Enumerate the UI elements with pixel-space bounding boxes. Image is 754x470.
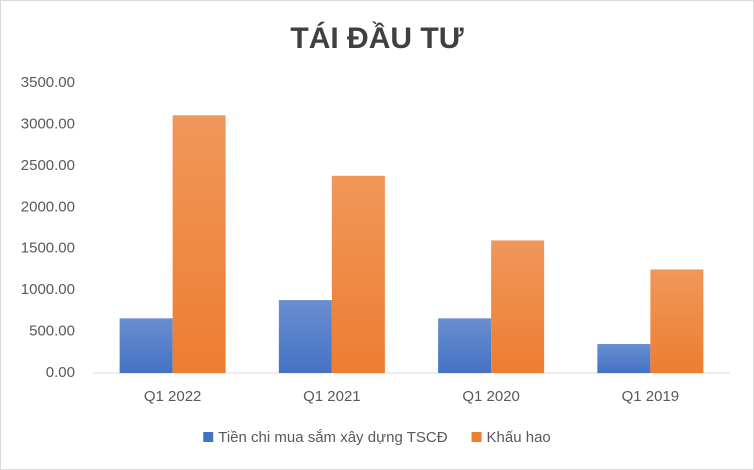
bar [438, 318, 492, 373]
bar [650, 269, 704, 373]
y-tick-label: 2000.00 [21, 198, 75, 215]
x-tick-label: Q1 2022 [144, 388, 202, 405]
x-tick-label: Q1 2019 [622, 388, 680, 405]
x-tick-label: Q1 2021 [303, 388, 361, 405]
bar [278, 300, 332, 373]
y-tick-label: 500.00 [29, 323, 75, 340]
y-tick-label: 2500.00 [21, 157, 75, 174]
bar [172, 115, 226, 374]
x-tick-label: Q1 2020 [462, 388, 520, 405]
bar [597, 344, 651, 373]
y-tick-label: 1500.00 [21, 240, 75, 257]
legend-swatch [471, 432, 482, 442]
bar [331, 175, 385, 373]
bar [119, 318, 173, 373]
legend-swatch [203, 432, 214, 442]
chart-title: TÁI ĐẦU TƯ [290, 21, 463, 55]
legend-label: Tiền chi mua sắm xây dựng TSCĐ [218, 429, 447, 446]
legend-label: Khấu hao [487, 429, 551, 446]
y-tick-label: 0.00 [46, 364, 75, 381]
y-tick-label: 3000.00 [21, 115, 75, 132]
y-tick-label: 1000.00 [21, 281, 75, 298]
legend: Tiền chi mua sắm xây dựng TSCĐ Khấu hao [203, 429, 551, 446]
y-tick-label: 3500.00 [21, 74, 75, 91]
bar [491, 240, 545, 373]
